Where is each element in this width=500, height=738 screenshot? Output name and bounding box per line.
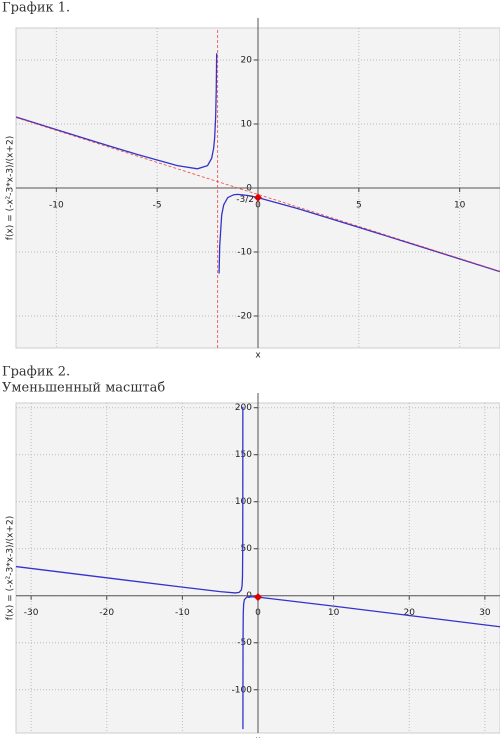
chart-title: График 1. bbox=[2, 1, 70, 16]
x-tick-label: -30 bbox=[24, 608, 39, 618]
x-tick-label: 5 bbox=[356, 201, 362, 211]
y-tick-label: 200 bbox=[235, 403, 252, 413]
y-tick-label: -100 bbox=[232, 685, 253, 695]
x-axis-label: x bbox=[255, 736, 261, 738]
y-axis-label: f(x) = (-x²-3*x-3)/(x+2) bbox=[6, 136, 16, 240]
x-axis-label: x bbox=[255, 351, 261, 361]
point-label: -3/2 bbox=[236, 195, 254, 205]
y-tick-label: 50 bbox=[241, 544, 253, 554]
function-curve bbox=[15, 406, 500, 730]
x-tick-label: -5 bbox=[153, 201, 162, 211]
x-tick-label: 10 bbox=[454, 201, 466, 211]
y-tick-label: -10 bbox=[237, 248, 252, 258]
x-tick-label: 20 bbox=[404, 608, 416, 618]
x-tick-label: 30 bbox=[479, 608, 491, 618]
y-tick-label: -50 bbox=[237, 638, 252, 648]
x-tick-label: 10 bbox=[328, 608, 340, 618]
point bbox=[254, 593, 262, 602]
y-tick-label: 100 bbox=[235, 497, 252, 507]
y-tick-label: 20 bbox=[241, 56, 253, 66]
x-tick-label: -10 bbox=[49, 201, 64, 211]
point bbox=[254, 193, 262, 202]
chart-title: График 2. bbox=[2, 365, 70, 380]
y-axis-label: f(x) = (-x²-3*x-3)/(x+2) bbox=[6, 516, 16, 620]
x-tick-label: -10 bbox=[175, 608, 190, 618]
function-curve bbox=[15, 53, 500, 274]
y-tick-label: -20 bbox=[237, 312, 252, 322]
x-tick-label: -20 bbox=[99, 608, 114, 618]
chart-subtitle: Уменьшенный масштаб bbox=[2, 381, 165, 396]
y-tick-label: 10 bbox=[241, 120, 253, 130]
y-tick-label: 150 bbox=[235, 450, 252, 460]
